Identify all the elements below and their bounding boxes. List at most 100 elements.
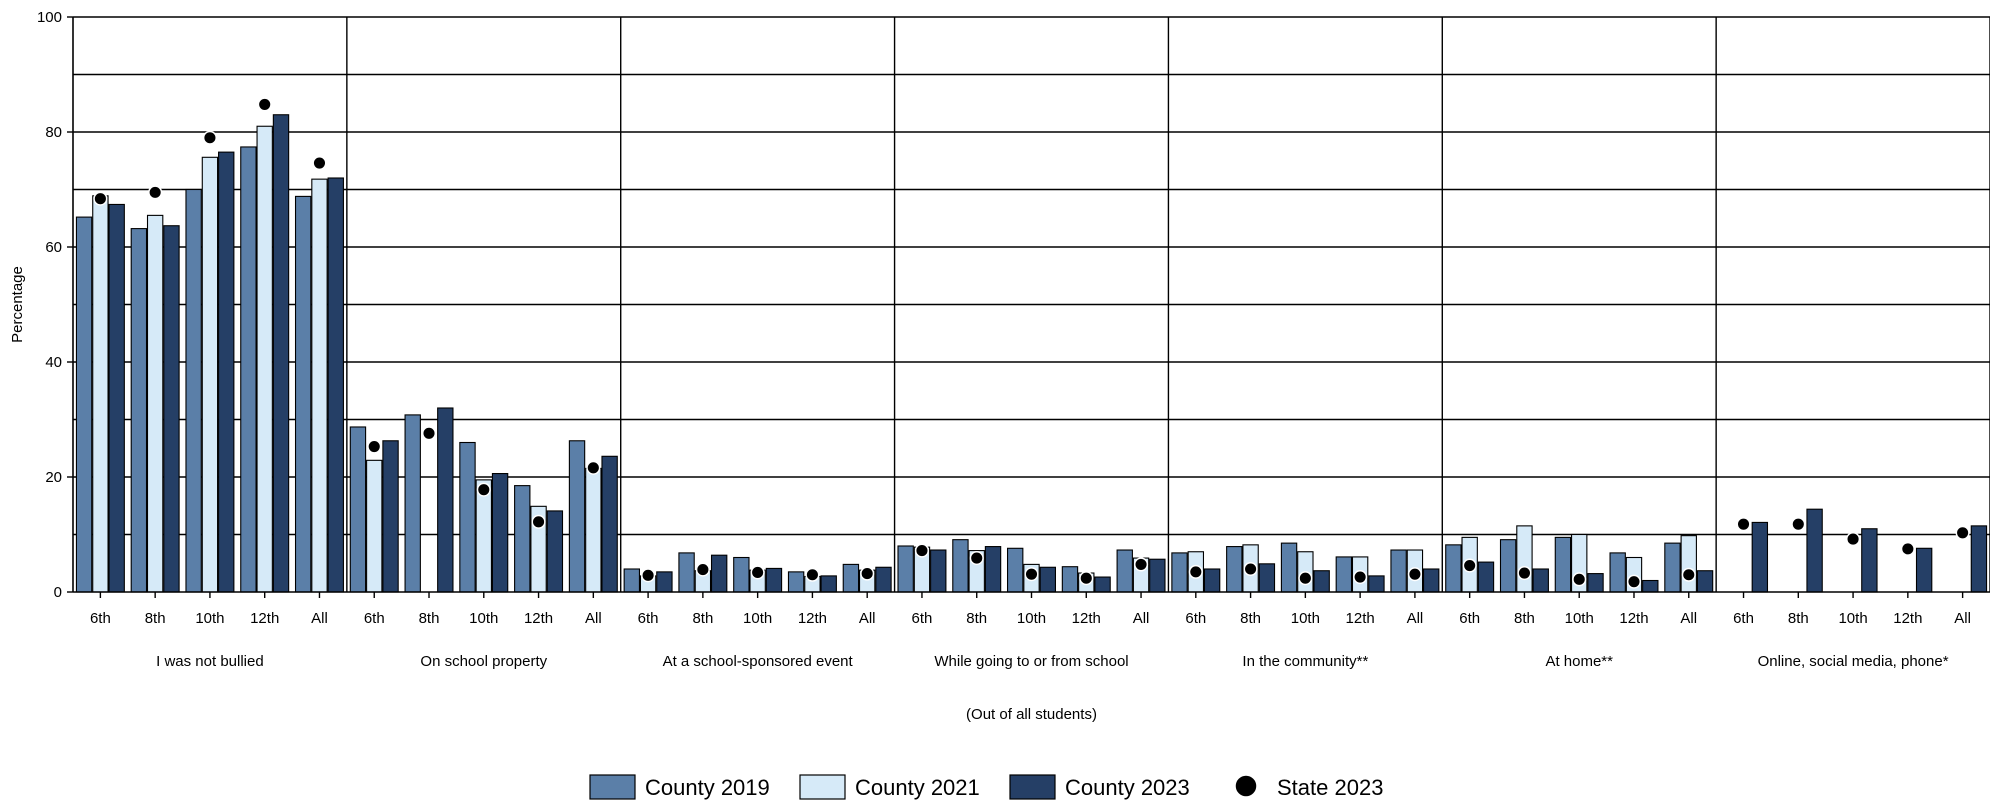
data-point <box>1900 541 1915 556</box>
bar <box>185 188 202 593</box>
data-point <box>531 514 546 529</box>
data-point <box>1681 567 1696 582</box>
x-tick-label: All <box>1133 610 1150 627</box>
group-label: At a school-sponsored event <box>663 653 854 670</box>
bar <box>1499 539 1517 593</box>
data-point <box>1846 532 1861 547</box>
bar <box>240 146 257 593</box>
bar <box>437 407 454 593</box>
y-tick-label: 60 <box>45 239 62 256</box>
bar <box>1664 542 1681 593</box>
data-point <box>641 568 656 583</box>
legend-label: County 2019 <box>645 775 770 800</box>
bar <box>1642 579 1659 593</box>
data-point <box>1572 572 1587 587</box>
bar <box>678 552 695 593</box>
bar <box>952 539 969 593</box>
bar <box>1390 549 1407 593</box>
bar <box>146 214 164 593</box>
bar <box>733 556 750 593</box>
bar <box>404 414 421 593</box>
x-tick-label: 8th <box>1240 610 1261 627</box>
x-tick-label: 10th <box>1838 610 1867 627</box>
data-point <box>1298 571 1313 586</box>
bar <box>1171 552 1188 593</box>
x-tick-label: 10th <box>1291 610 1320 627</box>
data-point <box>695 562 710 577</box>
bar <box>1970 525 1988 593</box>
bar <box>1477 561 1495 593</box>
bar <box>1445 544 1462 593</box>
bar <box>1696 570 1714 593</box>
x-axis-label: (Out of all students) <box>966 706 1097 723</box>
bar <box>1203 568 1221 593</box>
data-point <box>1243 561 1258 577</box>
data-point <box>1079 571 1094 586</box>
bar <box>1313 570 1330 593</box>
x-tick-label: 8th <box>419 610 440 627</box>
x-tick-label: 12th <box>1346 610 1375 627</box>
legend-swatch <box>589 774 636 800</box>
group-label: In the community** <box>1242 653 1368 670</box>
legend-label: County 2021 <box>855 775 980 800</box>
bar <box>1861 528 1878 593</box>
bar <box>897 545 914 593</box>
bar <box>1587 573 1604 593</box>
bar <box>272 114 290 593</box>
x-tick-label: 6th <box>912 610 933 627</box>
bar <box>1226 546 1243 593</box>
group-label: Online, social media, phone* <box>1758 653 1949 670</box>
data-point <box>805 567 820 582</box>
bar <box>382 440 399 593</box>
group-label: I was not bullied <box>156 653 264 670</box>
data-point <box>1407 567 1422 582</box>
x-tick-label: 6th <box>638 610 659 627</box>
y-axis-label: Percentage <box>9 266 26 343</box>
bar <box>1806 508 1823 593</box>
x-tick-label: 10th <box>1565 610 1594 627</box>
bar <box>108 203 125 593</box>
bar <box>765 567 783 593</box>
data-point <box>969 551 984 566</box>
x-tick-label: 8th <box>145 610 166 627</box>
bar <box>875 566 892 593</box>
bar <box>1149 558 1166 593</box>
x-tick-label: 6th <box>1459 610 1480 627</box>
bar <box>656 571 673 593</box>
legend-swatch <box>1009 774 1056 800</box>
bar <box>327 177 344 593</box>
x-tick-label: All <box>859 610 876 627</box>
x-tick-label: 12th <box>1072 610 1101 627</box>
x-tick-label: 12th <box>1619 610 1648 627</box>
bar <box>546 510 564 593</box>
data-point <box>914 543 930 558</box>
bar <box>930 549 947 593</box>
y-tick-label: 40 <box>45 354 62 371</box>
y-tick-label: 100 <box>37 9 62 26</box>
bar <box>294 195 312 593</box>
bar <box>514 485 531 593</box>
x-tick-label: All <box>1680 610 1697 627</box>
x-tick-label: All <box>585 610 602 627</box>
data-point <box>1133 557 1149 572</box>
bar <box>1335 556 1353 593</box>
bar <box>459 441 476 593</box>
bar <box>601 455 618 593</box>
bar <box>1609 552 1626 593</box>
bar <box>1516 525 1533 593</box>
x-tick-label: 10th <box>469 610 498 627</box>
legend-marker <box>1234 774 1258 798</box>
data-point <box>257 97 272 112</box>
bar <box>366 459 383 593</box>
bar <box>1116 549 1133 593</box>
bar <box>201 156 219 593</box>
bar <box>787 571 805 593</box>
group-label: At home** <box>1545 653 1613 670</box>
group-label: On school property <box>420 653 547 670</box>
x-tick-label: All <box>1954 610 1971 627</box>
bar <box>710 554 728 593</box>
bar <box>1680 535 1697 593</box>
bar <box>1258 563 1276 593</box>
bar <box>311 178 328 593</box>
